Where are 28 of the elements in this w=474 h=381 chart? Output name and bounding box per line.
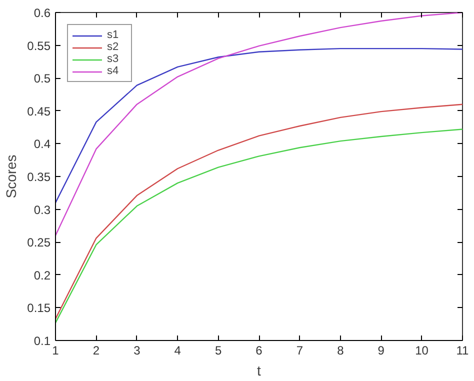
legend-label: s2 [107, 41, 120, 53]
legend-label: s3 [107, 53, 120, 65]
y-tick-label: 0.15 [27, 301, 51, 316]
x-tick-label: 5 [214, 344, 222, 358]
y-tick-label: 0.1 [34, 334, 51, 348]
y-axis-title: Scores [3, 154, 20, 198]
y-tick-label: 0.3 [34, 202, 51, 217]
legend-label: s1 [107, 29, 120, 41]
y-tick-label: 0.55 [27, 38, 51, 53]
x-tick-label: 6 [256, 344, 263, 358]
x-tick-label: 4 [174, 344, 182, 358]
y-tick-label: 0.35 [27, 170, 51, 184]
y-tick-label: 0.4 [34, 137, 51, 152]
x-tick-label: 9 [378, 344, 385, 358]
y-tick-label: 0.5 [34, 72, 51, 86]
x-tick-label: 3 [134, 344, 141, 358]
x-tick-label: 10 [415, 344, 429, 358]
x-axis-title: t [257, 362, 262, 378]
legend-label: s4 [107, 65, 120, 77]
y-tick-label: 0.2 [34, 268, 51, 282]
x-tick-label: 11 [456, 344, 470, 358]
y-tick-label: 0.6 [34, 6, 51, 20]
x-tick-label: 2 [92, 344, 100, 358]
y-tick-label: 0.25 [27, 236, 51, 250]
x-tick-label: 8 [337, 344, 344, 358]
y-tick-label: 0.45 [27, 104, 51, 118]
x-tick-label: 7 [296, 344, 304, 358]
x-tick-label: 1 [52, 344, 60, 358]
